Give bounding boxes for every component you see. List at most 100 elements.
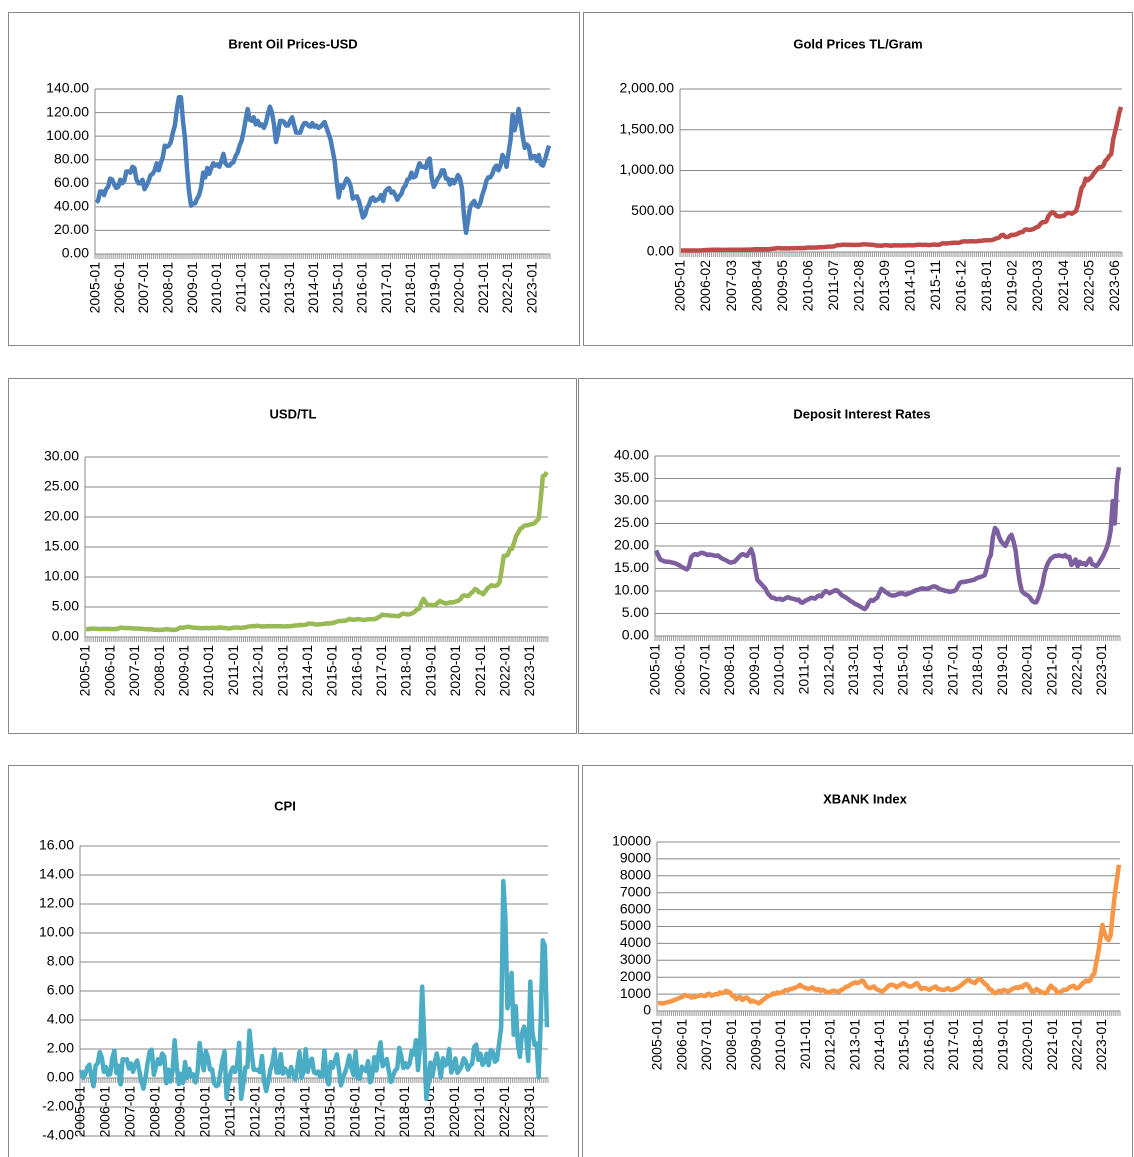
x-tick-label: 2007-01 <box>698 1019 714 1071</box>
x-tick-label: 2011-01 <box>232 262 248 313</box>
y-tick-label: 16.00 <box>39 837 74 853</box>
x-tick-label: 2011-01 <box>222 1086 238 1137</box>
x-tick-label: 2006-01 <box>673 1019 689 1071</box>
x-tick-label: 2006-01 <box>111 262 127 314</box>
x-tick-label: 2013-09 <box>876 260 892 312</box>
data-line <box>94 95 552 236</box>
x-tick-label: 2018-01 <box>978 260 994 312</box>
y-tick-label: 0.00 <box>622 627 649 643</box>
x-tick-label: 2018-01 <box>970 1019 986 1071</box>
x-tick-label: 2020-01 <box>1019 644 1035 696</box>
x-tick-label: 2015-11 <box>927 260 943 311</box>
panel-frame <box>8 765 579 1157</box>
x-tick-label: 2008-01 <box>723 1019 739 1071</box>
x-tick-label: 2023-01 <box>524 262 540 314</box>
x-tick-label: 2012-01 <box>822 1019 838 1071</box>
x-tick-label: 2021-01 <box>1044 1019 1060 1071</box>
x-tick-label: 2010-01 <box>772 1019 788 1071</box>
x-tick-label: 2006-01 <box>672 644 688 696</box>
y-tick-label: 9000 <box>620 850 651 866</box>
x-tick-label: 2013-01 <box>845 644 861 696</box>
x-tick-label: 2012-01 <box>820 644 836 696</box>
x-tick-label: 2019-01 <box>422 645 438 697</box>
x-tick-label: 2023-01 <box>1093 644 1109 696</box>
y-tick-label: 15.00 <box>44 538 79 554</box>
x-tick-label: 2015-01 <box>895 644 911 696</box>
y-tick-label: 0.00 <box>52 628 79 644</box>
x-tick-label: 2016-01 <box>354 262 370 314</box>
x-tick-label: 2008-01 <box>721 644 737 696</box>
y-tick-label: 20.00 <box>44 508 79 524</box>
y-tick-label: 30.00 <box>614 492 649 508</box>
x-tick-label: 2017-01 <box>945 1019 961 1071</box>
y-tick-label: 1,000.00 <box>620 161 675 177</box>
y-tick-label: 4000 <box>620 934 651 950</box>
x-tick-label: 2017-01 <box>373 645 389 697</box>
x-tick-label: 2013-01 <box>846 1019 862 1071</box>
x-tick-label: 2018-01 <box>969 644 985 696</box>
chart-title: Gold Prices TL/Gram <box>793 36 922 51</box>
x-tick-label: 2011-01 <box>797 1019 813 1070</box>
x-tick-label: 2016-01 <box>346 1086 362 1138</box>
x-tick-label: 2006-01 <box>101 645 117 697</box>
data-line <box>653 466 1122 612</box>
x-tick-label: 2012-01 <box>246 1086 262 1138</box>
y-tick-label: 3000 <box>620 951 651 967</box>
y-tick-label: 500.00 <box>631 202 674 218</box>
y-tick-label: 25.00 <box>44 478 79 494</box>
x-tick-label: 2021-01 <box>472 645 488 697</box>
y-tick-label: 20.00 <box>54 221 89 237</box>
x-tick-label: 2012-01 <box>257 262 273 314</box>
y-tick-label: 80.00 <box>54 150 89 166</box>
x-tick-label: 2018-01 <box>398 645 414 697</box>
x-tick-label: 2005-01 <box>87 262 103 314</box>
x-tick-label: 2012-01 <box>250 645 266 697</box>
y-tick-label: 14.00 <box>39 866 74 882</box>
x-tick-label: 2010-01 <box>771 644 787 696</box>
x-tick-label: 2008-04 <box>748 260 764 312</box>
x-tick-label: 2022-05 <box>1080 260 1096 312</box>
panel-frame <box>583 12 1133 346</box>
x-tick-label: 2021-01 <box>475 262 491 314</box>
x-tick-label: 2010-01 <box>200 645 216 697</box>
x-tick-label: 2011-07 <box>825 260 841 311</box>
x-tick-label: 2008-01 <box>147 1086 163 1138</box>
x-tick-label: 2007-01 <box>126 645 142 697</box>
x-tick-label: 2011-01 <box>225 645 241 696</box>
x-tick-label: 2019-01 <box>994 644 1010 696</box>
y-tick-label: 8.00 <box>47 953 74 969</box>
x-tick-label: 2016-01 <box>920 1019 936 1071</box>
x-tick-label: 2014-10 <box>902 260 918 312</box>
x-tick-label: 2020-03 <box>1029 260 1045 312</box>
x-tick-label: 2005-01 <box>672 260 688 312</box>
x-tick-label: 2009-01 <box>172 1086 188 1138</box>
data-line <box>85 470 549 633</box>
x-tick-label: 2009-01 <box>746 644 762 696</box>
y-tick-label: 0.00 <box>47 1069 74 1085</box>
x-tick-label: 2009-01 <box>184 262 200 314</box>
data-line <box>680 106 1124 253</box>
y-tick-label: 1000 <box>620 985 651 1001</box>
x-tick-label: 2023-01 <box>1093 1019 1109 1071</box>
x-tick-label: 2021-01 <box>1044 644 1060 696</box>
x-tick-label: 2013-01 <box>281 262 297 314</box>
x-tick-label: 2022-01 <box>499 262 515 314</box>
y-tick-label: 2,000.00 <box>620 80 675 96</box>
x-tick-label: 2009-01 <box>176 645 192 697</box>
x-tick-label: 2018-01 <box>402 262 418 314</box>
x-tick-label: 2023-01 <box>521 645 537 697</box>
y-tick-label: 12.00 <box>39 895 74 911</box>
chart-title: Brent Oil Prices-USD <box>228 36 357 51</box>
y-tick-label: 2000 <box>620 968 651 984</box>
x-tick-label: 2015-01 <box>896 1019 912 1071</box>
x-tick-label: 2008-01 <box>160 262 176 314</box>
y-tick-label: 10.00 <box>39 924 74 940</box>
x-tick-label: 2017-01 <box>378 262 394 314</box>
x-tick-label: 2005-01 <box>649 1019 665 1071</box>
data-line <box>657 864 1122 1006</box>
x-tick-label: 2016-12 <box>953 260 969 312</box>
x-tick-label: 2014-01 <box>870 644 886 696</box>
y-tick-label: 6.00 <box>47 982 74 998</box>
x-tick-label: 2007-03 <box>723 260 739 312</box>
y-tick-label: 20.00 <box>614 537 649 553</box>
